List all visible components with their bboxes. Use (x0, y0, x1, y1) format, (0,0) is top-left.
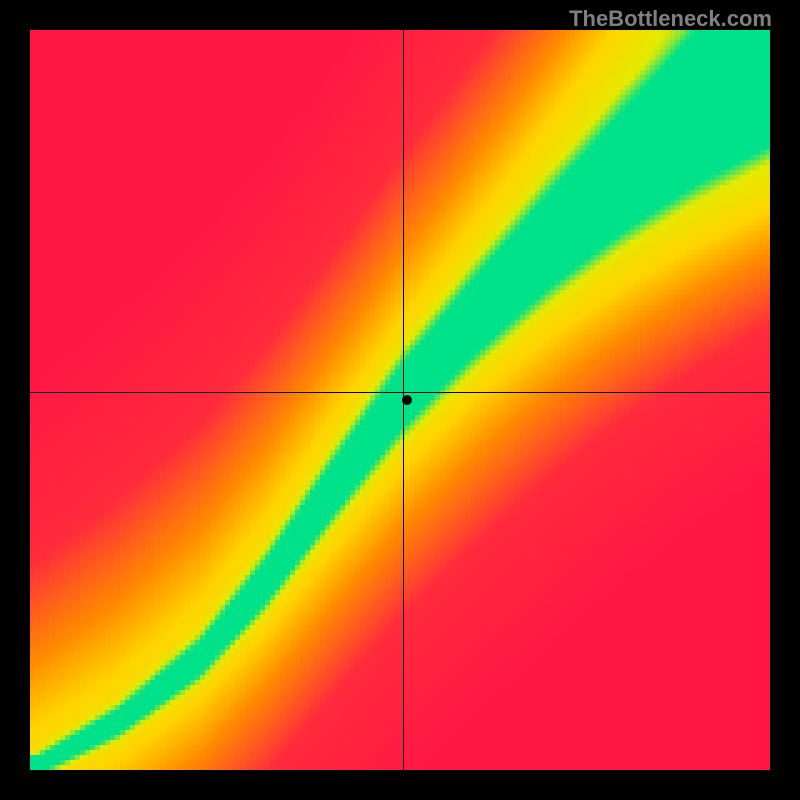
bottleneck-heatmap (30, 30, 770, 770)
crosshair-horizontal (30, 392, 770, 393)
watermark-text: TheBottleneck.com (569, 6, 772, 32)
center-marker (402, 395, 412, 405)
chart-container: TheBottleneck.com (0, 0, 800, 800)
